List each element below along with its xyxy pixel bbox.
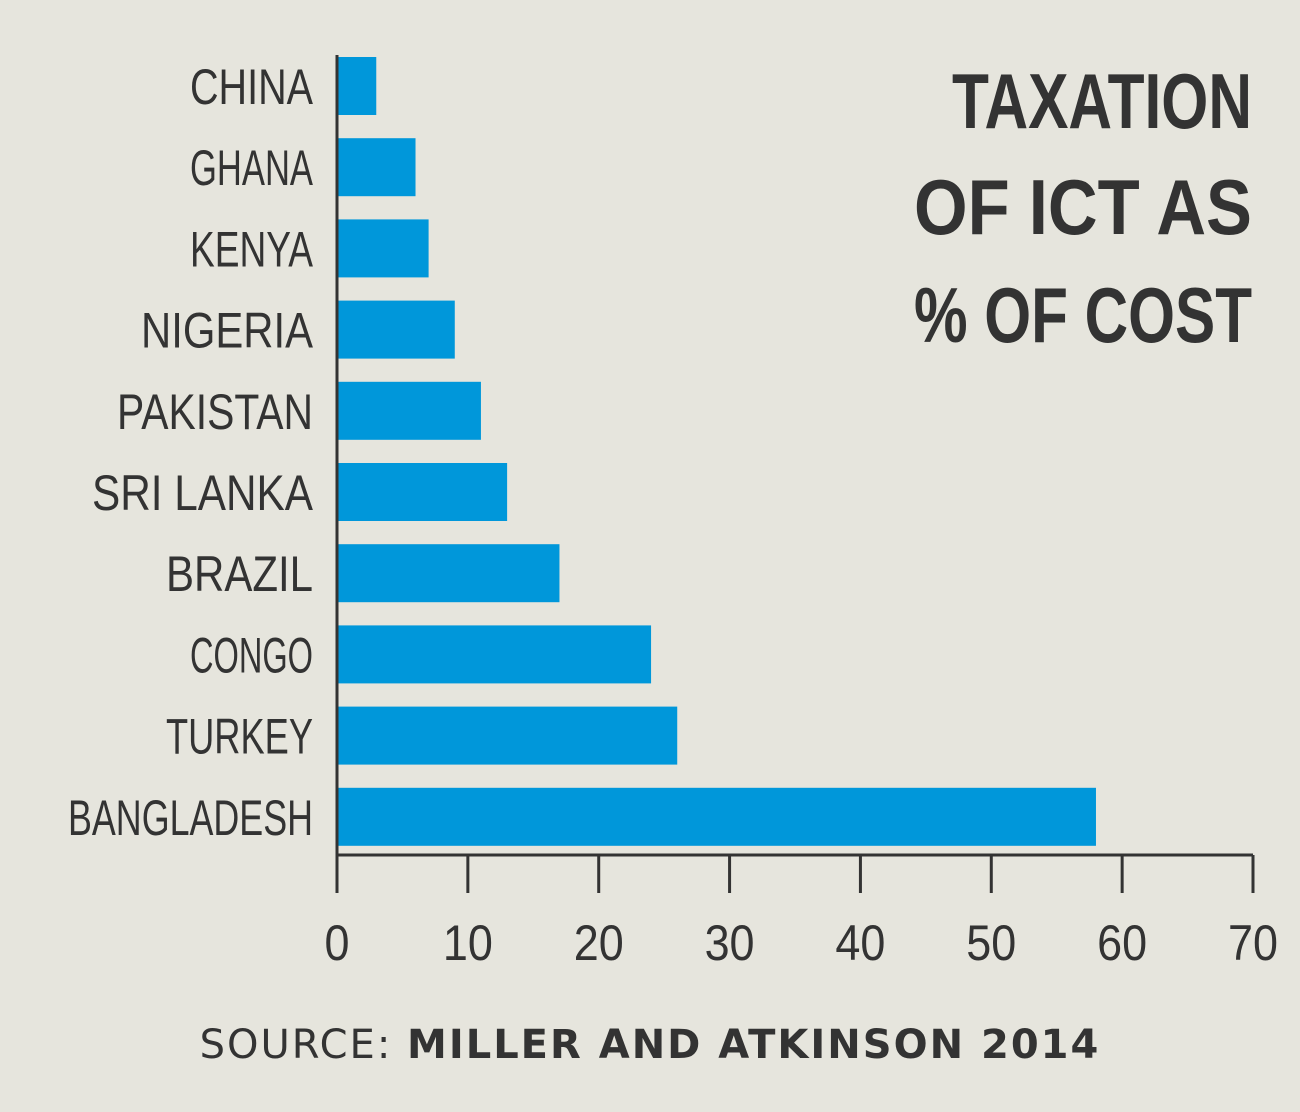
category-label-nigeria: NIGERIA xyxy=(141,303,314,359)
bar-ghana xyxy=(337,138,416,197)
x-tick-label-60: 60 xyxy=(1097,915,1147,971)
x-tick-label-20: 20 xyxy=(574,915,624,971)
x-tick-label-0: 0 xyxy=(325,915,350,971)
category-label-sri-lanka: SRI LANKA xyxy=(92,465,314,521)
bar-brazil xyxy=(337,544,560,603)
category-label-china: CHINA xyxy=(190,59,314,115)
source-note: SOURCE: MILLER AND ATKINSON 2014 xyxy=(0,1022,1300,1068)
bar-bangladesh xyxy=(337,787,1096,846)
category-labels-group: CHINA GHANA KENYA NIGERIA PAKISTAN SRI LANKA B… xyxy=(68,59,314,846)
bar-nigeria xyxy=(337,300,455,359)
chart-title-line-2: OF ICT AS xyxy=(914,163,1252,251)
bar-congo xyxy=(337,625,652,684)
bars-group xyxy=(337,57,1096,846)
chart-title: TAXATION OF ICT AS % OF COST xyxy=(914,57,1252,359)
bar-chart: CHINA GHANA KENYA NIGERIA PAKISTAN SRI LANKA B… xyxy=(68,55,1278,971)
category-label-kenya: KENYA xyxy=(190,221,313,277)
source-text: MILLER AND ATKINSON 2014 xyxy=(407,1022,1101,1068)
bar-sri-lanka xyxy=(337,463,508,521)
x-tick-label-50: 50 xyxy=(966,915,1016,971)
category-label-bangladesh: BANGLADESH xyxy=(68,790,313,846)
bar-kenya xyxy=(337,219,429,278)
x-tick-label-30: 30 xyxy=(705,915,755,971)
chart-title-line-1: TAXATION xyxy=(952,57,1252,145)
source-prefix: SOURCE: xyxy=(199,1022,393,1068)
x-tick-label-10: 10 xyxy=(443,915,493,971)
x-axis: 0 10 20 30 40 50 60 70 xyxy=(325,55,1278,971)
category-label-congo: CONGO xyxy=(190,627,313,683)
x-tick-label-70: 70 xyxy=(1228,915,1278,971)
bar-turkey xyxy=(337,706,678,765)
category-label-ghana: GHANA xyxy=(190,140,313,196)
x-tick-label-40: 40 xyxy=(835,915,885,971)
category-label-brazil: BRAZIL xyxy=(166,546,313,602)
category-label-pakistan: PAKISTAN xyxy=(117,384,313,440)
bar-china xyxy=(337,57,377,115)
bar-pakistan xyxy=(337,381,481,440)
chart-title-line-3: % OF COST xyxy=(914,271,1252,359)
category-label-turkey: TURKEY xyxy=(166,709,313,765)
